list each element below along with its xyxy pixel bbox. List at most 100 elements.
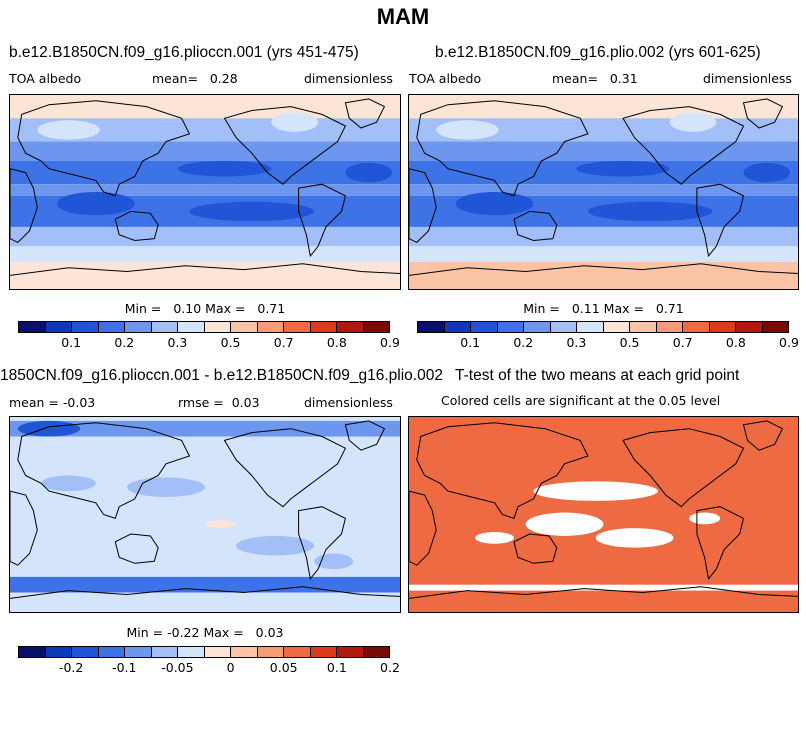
panel1-colorbar-labels-tick: 0.5	[220, 335, 241, 350]
coast-eurasia	[17, 100, 191, 197]
panel2-map	[408, 94, 799, 290]
panel2-colorbar	[417, 321, 789, 333]
panel1-minmax: Min = 0.10 Max = 0.71	[9, 301, 401, 316]
ttest-background	[409, 417, 798, 612]
albedo-band-antarctic	[409, 261, 798, 289]
panel2-colorbar-segment	[709, 322, 736, 332]
diff-band-southern-ocean	[10, 576, 400, 593]
albedo-patch-north-pacific	[177, 160, 272, 177]
panel3-rmse-value: 0.03	[231, 395, 260, 410]
panel1-colorbar-labels-tick: 0.1	[61, 335, 82, 350]
panel2-colorbar-segment	[444, 322, 471, 332]
albedo-patch-atlantic	[345, 162, 393, 183]
panel2-colorbar-labels-tick: 0.5	[619, 335, 640, 350]
panel2-colorbar-labels-tick: 0.3	[566, 335, 587, 350]
diff-patch-positive	[205, 520, 237, 529]
panel3-colorbar-segment	[363, 647, 389, 657]
panel3-colorbar-labels-tick: -0.2	[58, 660, 84, 675]
coast-australia	[114, 210, 159, 242]
panel3-colorbar-segment	[45, 647, 72, 657]
panel1-colorbar-segment	[204, 322, 231, 332]
coast-eurasia	[17, 422, 191, 520]
panel3-title-box: 1850CN.f09_g16.plioccn.001 - b.e12.B1850…	[0, 367, 452, 385]
panel1-colorbar-segment	[151, 322, 178, 332]
panel3-colorbar-labels: -0.2 -0.1 -0.05 0 0.05 0.1 0.2	[18, 660, 400, 676]
panel1-colorbar-segment	[72, 322, 99, 332]
panel2-colorbar-labels-tick: 0.9	[779, 335, 799, 350]
albedo-band-south-mid	[409, 226, 798, 247]
panel3-mean: mean = -0.03	[9, 395, 95, 410]
coast-north-america	[223, 106, 347, 185]
ttest-insignificant-southern-ocean	[409, 584, 798, 591]
diff-band-arctic	[10, 420, 400, 437]
panel1-min-label: Min =	[124, 301, 162, 316]
albedo-patch-canada	[271, 112, 319, 132]
albedo-band-southern-ocean	[409, 246, 798, 262]
panel3-colorbar-labels-tick: -0.05	[161, 660, 194, 675]
panel3-map	[9, 416, 401, 613]
panel3-colorbar-labels-tick: 0.2	[380, 660, 400, 675]
panel1-colorbar-segment	[363, 322, 389, 332]
panel3-colorbar-labels-tick: -0.1	[112, 660, 137, 675]
albedo-patch-south-pacific	[587, 201, 713, 222]
panel2-colorbar-segment	[736, 322, 763, 332]
coast-australia	[513, 210, 558, 242]
panel2-colorbar-segment	[497, 322, 524, 332]
panel3-rmse: rmse = 0.03	[178, 395, 260, 410]
panel3-map-svg	[10, 417, 400, 612]
panel2-colorbar-segment	[683, 322, 710, 332]
panel3-units: dimensionless	[304, 395, 393, 410]
panel1-units: dimensionless	[304, 71, 393, 86]
coast-south-america	[696, 183, 745, 258]
panel2-colorbar-labels-tick: 0.8	[725, 335, 746, 350]
coast-south-america	[696, 506, 745, 580]
panel2-colorbar-segment	[550, 322, 577, 332]
coast-africa	[10, 490, 38, 566]
coast-africa	[10, 168, 38, 244]
albedo-band-north-mid	[10, 141, 400, 161]
panel2-max-label: Max =	[603, 301, 644, 316]
panel2-colorbar-segment	[603, 322, 630, 332]
panel3-colorbar-segment	[98, 647, 125, 657]
panel1-colorbar-segment	[125, 322, 152, 332]
panel3-colorbar-segment	[257, 647, 284, 657]
panel1-variable-label: TOA albedo	[9, 71, 82, 86]
albedo-band-itcz	[10, 184, 400, 196]
panel3-mean-label: mean =	[9, 395, 59, 410]
panel3-colorbar-labels-tick: 0.1	[326, 660, 347, 675]
panel1-mean: mean= 0.28	[152, 71, 238, 86]
panel2-colorbar-labels-tick: 0.7	[672, 335, 693, 350]
coast-australia	[114, 533, 159, 564]
panel1-colorbar-labels-tick: 0.7	[273, 335, 294, 350]
ttest-insignificant-indian	[475, 532, 515, 544]
panel4-map-svg	[409, 417, 798, 612]
panel3-colorbar-segment	[231, 647, 258, 657]
panel2-colorbar-segment	[524, 322, 551, 332]
panel2-colorbar-segment	[577, 322, 604, 332]
panel1-mean-label: mean=	[152, 71, 198, 86]
ttest-insignificant-north-pacific	[533, 481, 658, 501]
panel3-max-label: Max =	[203, 625, 244, 640]
panel3-min-label: Min =	[126, 625, 164, 640]
panel2-colorbar-segment	[418, 322, 445, 332]
albedo-patch-siberia	[37, 120, 100, 140]
panel2-mean: mean= 0.31	[552, 71, 638, 86]
panel4-map	[408, 416, 799, 613]
panel3-colorbar-segment	[284, 647, 311, 657]
coast-antarctica	[10, 586, 400, 599]
panel3-colorbar-segment	[310, 647, 337, 657]
diff-patch-pacific-south	[236, 535, 315, 556]
panel3-colorbar-segment	[204, 647, 231, 657]
panel2-colorbar-segment	[656, 322, 683, 332]
panel2-variable-label: TOA albedo	[409, 71, 482, 86]
ttest-insignificant-maritime	[525, 512, 604, 536]
panel4-title: T-test of the two means at each grid poi…	[455, 367, 740, 384]
panel3-colorbar-segment	[19, 647, 46, 657]
albedo-band-south-mid	[10, 226, 400, 247]
panel2-minmax: Min = 0.11 Max = 0.71	[408, 301, 799, 316]
panel1-colorbar-labels: 0.1 0.2 0.3 0.5 0.7 0.8 0.9	[18, 335, 400, 351]
panel2-units: dimensionless	[703, 71, 792, 86]
panel3-colorbar-segment	[125, 647, 152, 657]
panel4-subtitle: Colored cells are significant at the 0.0…	[441, 393, 721, 408]
albedo-patch-indian-ocean	[56, 192, 135, 216]
